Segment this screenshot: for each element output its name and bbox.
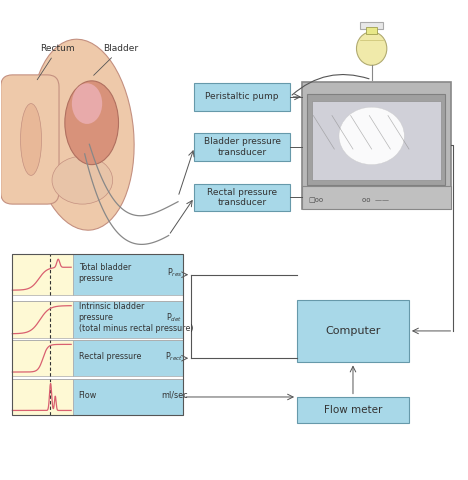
Bar	[12, 301, 73, 338]
Bar	[73, 301, 183, 338]
Text: Rectal pressure: Rectal pressure	[79, 352, 141, 361]
Ellipse shape	[72, 83, 102, 124]
Bar	[12, 254, 183, 415]
Bar	[307, 94, 446, 185]
Ellipse shape	[30, 39, 134, 230]
Text: P$_{det}$: P$_{det}$	[166, 312, 183, 324]
Ellipse shape	[52, 156, 113, 204]
Bar	[12, 254, 73, 295]
Bar	[297, 397, 409, 423]
Text: Bladder pressure
transducer: Bladder pressure transducer	[204, 137, 281, 157]
Text: Total bladder
pressure: Total bladder pressure	[79, 263, 131, 283]
FancyBboxPatch shape	[0, 75, 59, 204]
Bar	[302, 82, 451, 209]
Text: Rectal pressure
transducer: Rectal pressure transducer	[207, 188, 277, 207]
Text: Intrinsic bladder
pressure
(total minus rectal pressure): Intrinsic bladder pressure (total minus …	[79, 302, 193, 334]
Text: P$_{res}$: P$_{res}$	[167, 266, 182, 279]
Bar	[12, 340, 73, 376]
Bar	[73, 379, 183, 415]
Ellipse shape	[21, 104, 42, 175]
Bar	[360, 22, 383, 29]
Text: P$_{rect}$: P$_{rect}$	[165, 350, 183, 363]
Bar	[194, 133, 290, 161]
Bar	[194, 183, 290, 211]
Bar	[73, 340, 183, 376]
Ellipse shape	[357, 32, 387, 65]
Bar	[297, 300, 409, 362]
Bar	[312, 101, 441, 180]
Bar	[194, 83, 290, 111]
Bar	[302, 186, 451, 209]
Ellipse shape	[65, 81, 118, 165]
Ellipse shape	[339, 107, 404, 165]
Text: Peristaltic pump: Peristaltic pump	[205, 92, 279, 101]
Text: Computer: Computer	[325, 326, 380, 336]
Text: Rectum: Rectum	[37, 44, 75, 80]
Text: Flow: Flow	[79, 391, 97, 400]
Bar	[12, 379, 73, 415]
Text: Flow meter: Flow meter	[324, 405, 382, 415]
Bar	[73, 254, 183, 295]
Bar	[366, 27, 377, 34]
Text: ml/sec: ml/sec	[161, 391, 188, 400]
Text: oo  ——: oo ——	[362, 197, 389, 203]
Text: Bladder: Bladder	[94, 44, 139, 75]
Text: □oo: □oo	[309, 197, 324, 203]
